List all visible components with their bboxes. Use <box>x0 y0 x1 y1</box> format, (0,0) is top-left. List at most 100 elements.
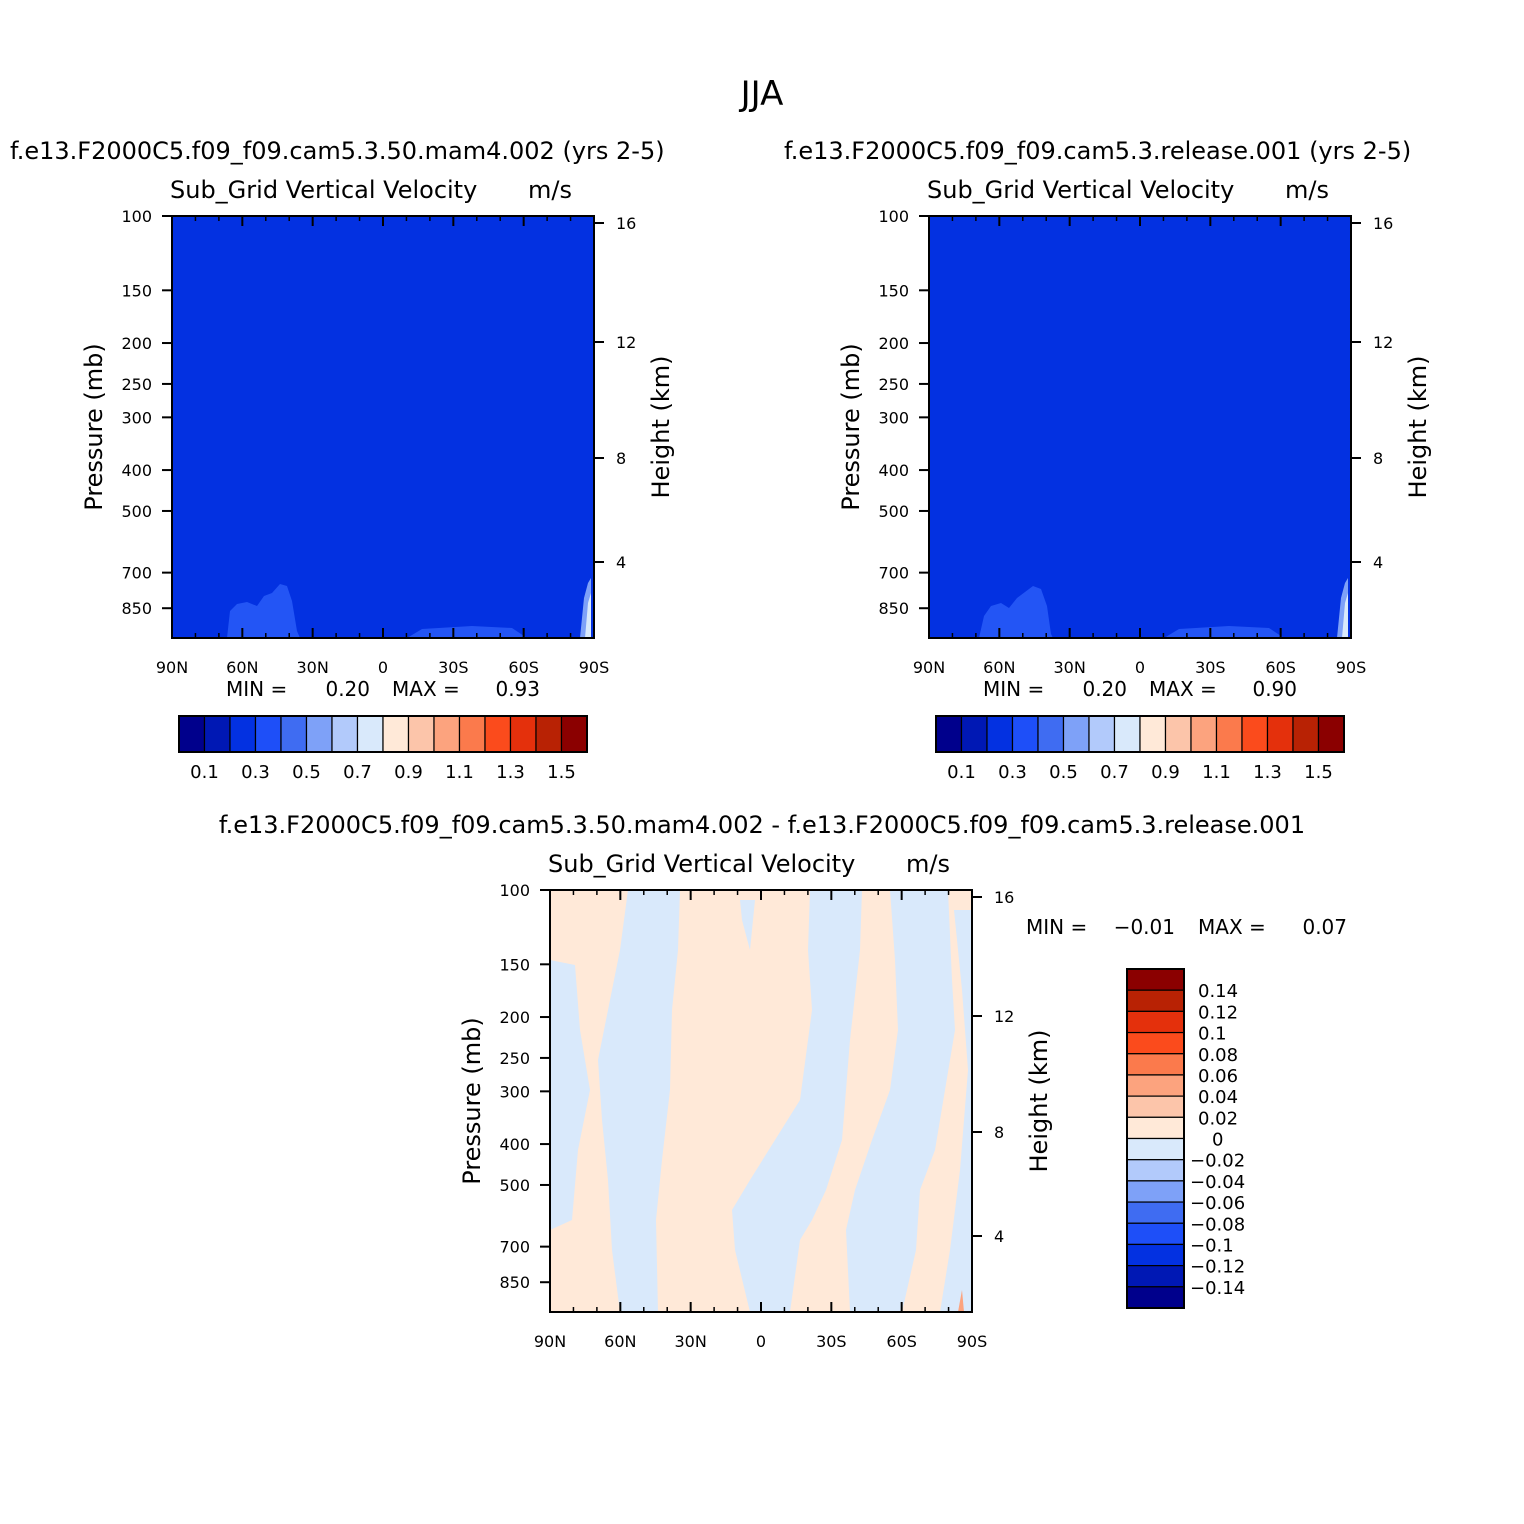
y-right-axis-label: Height (km) <box>1404 356 1432 499</box>
y-tick-label: 100 <box>499 881 530 900</box>
colorbar-box <box>1126 1180 1185 1203</box>
colorbar-label: 0.3 <box>998 762 1027 783</box>
y-axis-label: Pressure (mb) <box>80 343 108 510</box>
colorbar-label: 0.5 <box>1049 762 1078 783</box>
y-right-tick-label: 4 <box>1373 553 1383 572</box>
y-axis-label: Pressure (mb) <box>837 343 865 510</box>
y-right-tick-label: 8 <box>1373 449 1383 468</box>
y-tick-label: 300 <box>121 408 152 427</box>
diff-contour-max <box>958 1290 964 1312</box>
y-tick-label: 250 <box>878 375 909 394</box>
colorbar-label: −0.04 <box>1190 1172 1245 1193</box>
colorbar-box <box>1317 715 1345 753</box>
colorbar-box <box>484 715 512 753</box>
field-contour-sp-edge-light <box>1342 593 1348 638</box>
x-tick-label: 60N <box>604 1332 636 1351</box>
y-right-tick-label: 4 <box>994 1227 1004 1246</box>
units-label: m/s <box>1285 176 1329 204</box>
colorbar-box <box>1126 1031 1185 1055</box>
y-right-tick-label: 12 <box>1373 333 1393 352</box>
y-tick-label: 300 <box>878 408 909 427</box>
colorbar-box <box>935 715 963 753</box>
colorbar-label: −0.14 <box>1190 1278 1245 1299</box>
colorbar-box <box>509 715 537 753</box>
x-tick-label: 30S <box>816 1332 847 1351</box>
colorbar-box <box>1126 1095 1185 1118</box>
y-tick-label: 150 <box>878 281 909 300</box>
colorbar-frame <box>1126 968 1185 1309</box>
min-label: MIN = <box>983 677 1044 701</box>
panel-title-difference: f.e13.F2000C5.f09_f09.cam5.3.50.mam4.002… <box>218 811 1306 839</box>
panel-title-control: f.e13.F2000C5.f09_f09.cam5.3.release.001… <box>784 137 1412 165</box>
field-fill <box>172 216 594 638</box>
y-tick-label: 400 <box>121 461 152 480</box>
x-tick-label: 90S <box>579 658 610 677</box>
colorbar-box <box>382 715 410 753</box>
colorbar-label: −0.1 <box>1190 1235 1234 1256</box>
colorbar-box <box>1037 715 1065 753</box>
colorbar-label: −0.02 <box>1190 1151 1245 1172</box>
x-tick-label: 60S <box>886 1332 917 1351</box>
x-tick-label: 30S <box>438 658 469 677</box>
colorbar-frame <box>178 715 588 753</box>
y-tick-label: 700 <box>499 1238 530 1257</box>
field-label: Sub_Grid Vertical Velocity <box>548 850 855 878</box>
field-contour-sh-lowlevel <box>1164 626 1284 638</box>
min-label: MIN = <box>226 677 287 701</box>
y-tick-label: 850 <box>878 599 909 618</box>
colorbar-label: 1.5 <box>1304 762 1333 783</box>
y-right-axis-label: Height (km) <box>647 356 675 499</box>
diff-contour-negative <box>940 910 972 1312</box>
colorbar-box <box>433 715 461 753</box>
y-tick-label: 250 <box>121 375 152 394</box>
colorbar-label: 0.1 <box>947 762 976 783</box>
colorbar-box <box>254 715 282 753</box>
field-contour-nh-lowlevel <box>979 586 1053 638</box>
colorbar-box <box>1292 715 1320 753</box>
x-tick-label: 90S <box>1336 658 1367 677</box>
y-tick-label: 400 <box>499 1135 530 1154</box>
max-label: MAX = <box>1198 915 1266 939</box>
max-label: MAX = <box>392 677 460 701</box>
y-tick-label: 500 <box>121 502 152 521</box>
colorbar-box <box>1011 715 1039 753</box>
colorbar-box <box>178 715 206 753</box>
colorbar-label: 0 <box>1212 1130 1223 1151</box>
colorbar-box <box>331 715 359 753</box>
y-tick-label: 850 <box>499 1273 530 1292</box>
x-tick-label: 90N <box>913 658 945 677</box>
colorbar-box <box>1139 715 1167 753</box>
colorbar-frame <box>935 715 1345 753</box>
max-value: 0.93 <box>495 677 540 701</box>
colorbar-box <box>1126 1286 1185 1309</box>
colorbar-label: 0.14 <box>1198 981 1238 1002</box>
colorbar-box <box>986 715 1014 753</box>
colorbar-label: 1.3 <box>496 762 525 783</box>
colorbar-box <box>535 715 563 753</box>
colorbar-label: 1.5 <box>547 762 576 783</box>
x-tick-label: 30S <box>1195 658 1226 677</box>
colorbar-box <box>1126 1159 1185 1182</box>
colorbar-label: −0.06 <box>1190 1193 1245 1214</box>
x-tick-label: 60S <box>1265 658 1296 677</box>
y-right-tick-label: 8 <box>994 1123 1004 1142</box>
y-tick-label: 700 <box>878 564 909 583</box>
colorbar-box <box>305 715 333 753</box>
diff-contour-negative <box>598 890 680 1312</box>
y-tick-label: 250 <box>499 1049 530 1068</box>
panel-title-test: f.e13.F2000C5.f09_f09.cam5.3.50.mam4.002… <box>10 137 665 165</box>
min-label: MIN = <box>1026 915 1087 939</box>
colorbar-box <box>407 715 435 753</box>
colorbar-label: 0.7 <box>1100 762 1129 783</box>
colorbar-label: 0.5 <box>292 762 321 783</box>
colorbar-box <box>458 715 486 753</box>
colorbar-box <box>203 715 231 753</box>
field-label: Sub_Grid Vertical Velocity <box>927 176 1234 204</box>
colorbar-box <box>1241 715 1269 753</box>
x-tick-label: 30N <box>675 1332 707 1351</box>
y-tick-label: 400 <box>878 461 909 480</box>
x-tick-label: 60S <box>508 658 539 677</box>
colorbar-label: 0.08 <box>1198 1045 1238 1066</box>
